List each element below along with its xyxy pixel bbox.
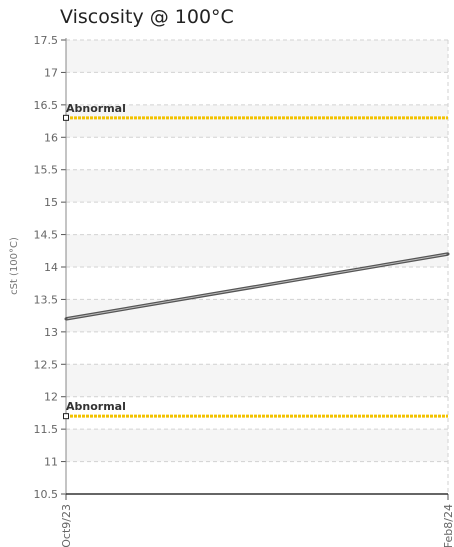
band [66, 429, 448, 462]
y-tick-label: 17 [44, 66, 58, 79]
series-lines [64, 252, 450, 321]
reference-label: Abnormal [66, 400, 126, 413]
series-line-highlight [65, 253, 449, 320]
y-tick-label: 11.5 [34, 423, 59, 436]
y-tick-label: 13 [44, 326, 58, 339]
y-tick-label: 14 [44, 261, 58, 274]
band [66, 169, 448, 203]
data-point [64, 317, 68, 321]
x-tick-label: Oct9/23 [60, 504, 73, 547]
chart-title: Viscosity @ 100°C [60, 6, 234, 28]
y-tick-label: 11 [44, 456, 58, 469]
band [66, 299, 448, 332]
band [66, 364, 448, 397]
reference-marker [63, 413, 69, 420]
y-tick-label: 16.5 [34, 99, 59, 112]
y-tick-label: 17.5 [34, 34, 59, 47]
x-tick-label: Feb8/24 [442, 504, 454, 547]
gridlines [65, 39, 449, 494]
y-tick-label: 13.5 [34, 293, 59, 306]
band [66, 104, 448, 138]
y-tick-label: 12 [44, 391, 58, 404]
y-tick-label: 10.5 [34, 488, 59, 501]
band [66, 40, 448, 73]
y-tick-label: 16 [44, 131, 58, 144]
reference-lines: Abnormal Abnormal [63, 102, 448, 420]
y-tick-label: 14.5 [34, 229, 59, 242]
background-bands [66, 40, 448, 462]
y-tick-label: 15.5 [34, 164, 59, 177]
y-tick-label: 15 [44, 196, 58, 209]
y-tick-label: 12.5 [34, 358, 59, 371]
reference-marker [63, 114, 69, 121]
band [66, 234, 448, 267]
reference-label: Abnormal [66, 102, 126, 115]
y-axis-title: cSt (100°C) [9, 237, 20, 295]
data-point [446, 252, 450, 256]
